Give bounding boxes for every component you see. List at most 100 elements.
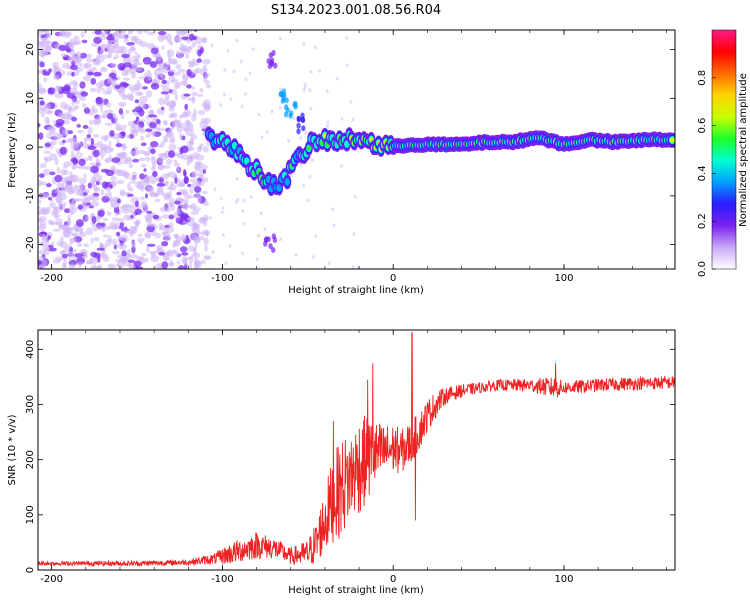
noise-point — [122, 203, 131, 211]
noise-point — [65, 244, 72, 250]
noise-point — [100, 135, 110, 141]
noise-point — [70, 154, 79, 158]
noise-point — [120, 104, 125, 108]
ridge-point — [323, 133, 327, 137]
noise-point — [55, 122, 63, 128]
noise-point — [48, 126, 56, 133]
feature-point — [301, 125, 306, 132]
noise-point — [76, 243, 83, 248]
noise-point — [182, 126, 187, 132]
noise-point — [152, 214, 160, 220]
noise-point — [220, 210, 224, 215]
noise-point — [119, 151, 127, 160]
noise-point — [314, 45, 317, 50]
noise-point — [139, 128, 146, 134]
noise-point — [119, 257, 127, 262]
feature-point — [271, 247, 276, 253]
noise-point — [160, 91, 169, 95]
noise-point — [90, 138, 95, 146]
noise-point — [240, 104, 244, 109]
noise-point — [204, 104, 211, 110]
noise-point — [166, 251, 175, 257]
noise-point — [143, 30, 149, 33]
noise-point — [127, 248, 131, 257]
noise-point — [119, 222, 125, 226]
noise-point — [162, 120, 168, 125]
noise-point — [53, 132, 62, 141]
noise-point — [73, 104, 80, 110]
noise-point — [38, 217, 43, 224]
noise-point — [111, 157, 121, 163]
noise-point — [200, 164, 208, 171]
y-tick-label: -10 — [25, 188, 36, 204]
noise-point — [92, 134, 100, 138]
y-tick-label: 20 — [25, 43, 36, 56]
noise-point — [147, 31, 156, 36]
noise-point — [116, 206, 120, 215]
y-tick-label: 200 — [25, 450, 36, 469]
noise-point — [90, 200, 100, 207]
noise-point — [99, 80, 105, 88]
noise-point — [202, 214, 209, 221]
noise-point — [235, 177, 239, 181]
noise-point — [101, 87, 106, 92]
noise-point — [308, 174, 312, 179]
noise-point — [188, 195, 196, 199]
snr-marks — [38, 332, 675, 568]
noise-point — [43, 150, 52, 154]
noise-point — [168, 57, 172, 65]
spectrogram-plot-area — [38, 30, 675, 269]
noise-point — [221, 206, 225, 210]
noise-point — [40, 208, 47, 215]
noise-point — [176, 208, 181, 215]
noise-point — [150, 148, 156, 155]
noise-point — [160, 152, 169, 160]
noise-point — [174, 200, 181, 205]
noise-point — [160, 141, 165, 148]
noise-point — [165, 192, 170, 197]
noise-point — [165, 202, 174, 207]
noise-point — [189, 255, 194, 263]
noise-point — [127, 48, 133, 55]
noise-point — [110, 63, 118, 67]
noise-point — [192, 36, 198, 40]
noise-point — [132, 158, 140, 163]
noise-point — [174, 177, 178, 184]
noise-point — [279, 237, 283, 241]
noise-point — [155, 54, 163, 62]
y-tick-label: 10 — [25, 92, 36, 105]
noise-point — [44, 142, 51, 148]
noise-point — [159, 84, 168, 88]
noise-point — [167, 187, 174, 191]
noise-point — [357, 265, 361, 269]
noise-point — [38, 199, 42, 205]
colorbar-tick-label: 0.4 — [697, 165, 708, 181]
noise-point — [131, 245, 136, 254]
noise-point — [140, 163, 147, 168]
noise-point — [54, 174, 63, 183]
noise-point — [187, 245, 195, 252]
noise-point — [62, 128, 70, 136]
noise-point — [192, 152, 200, 159]
noise-point — [229, 97, 233, 101]
noise-point — [127, 259, 135, 263]
noise-point — [239, 59, 243, 64]
noise-point — [115, 143, 123, 148]
noise-point — [133, 112, 139, 116]
noise-point — [70, 186, 76, 194]
noise-point — [120, 131, 126, 136]
noise-point — [188, 64, 195, 68]
noise-point — [191, 223, 199, 231]
noise-point — [118, 169, 127, 177]
y-tick-label: -20 — [25, 236, 36, 252]
noise-point — [146, 210, 153, 214]
noise-point — [257, 233, 261, 238]
noise-point — [73, 35, 80, 41]
noise-point — [134, 208, 142, 215]
noise-point — [130, 214, 134, 219]
noise-point — [152, 170, 158, 178]
noise-point — [78, 189, 84, 197]
noise-point — [38, 264, 45, 269]
noise-point — [63, 259, 67, 267]
noise-point — [145, 246, 150, 253]
